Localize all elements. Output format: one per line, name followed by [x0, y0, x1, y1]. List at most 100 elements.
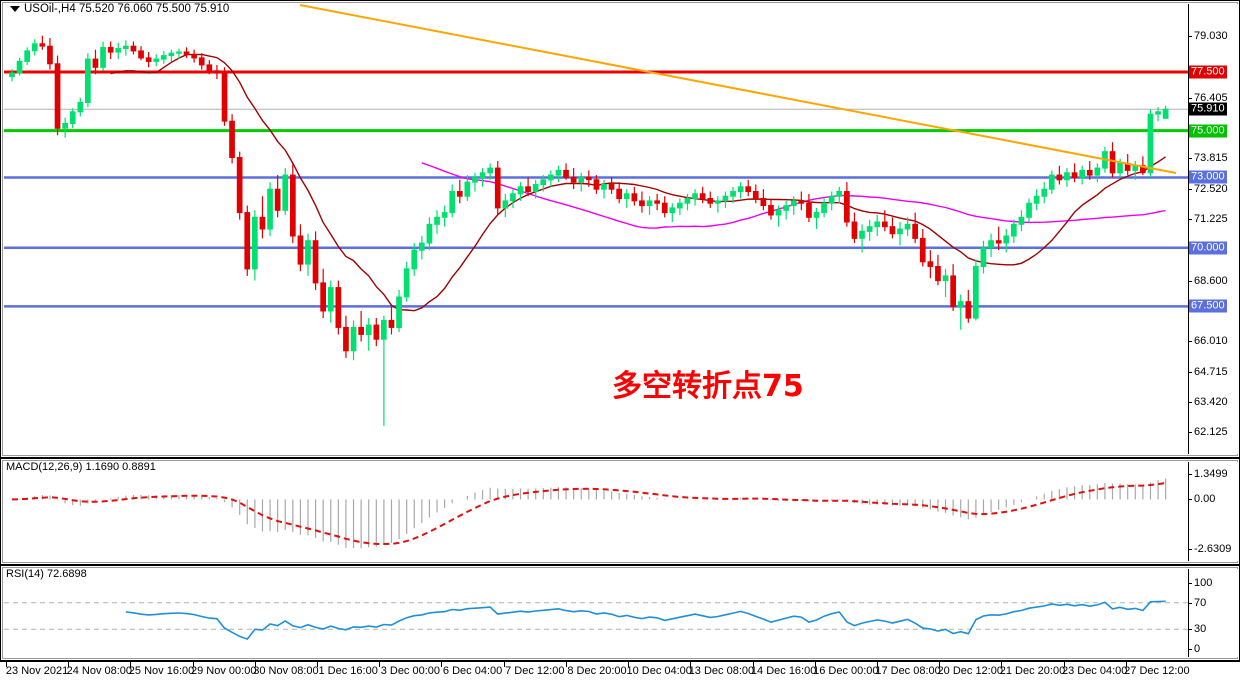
rsi-tick-label: 70 [1194, 596, 1207, 609]
macd-axis[interactable]: 1.3499 0.00 -2.6309 [1188, 462, 1238, 561]
candle-body [980, 247, 987, 268]
time-tick-separator [254, 662, 256, 667]
candle-body [783, 205, 789, 211]
candle-body [107, 46, 114, 53]
candle-body [935, 266, 941, 282]
rsi-tickmark [1188, 649, 1192, 650]
candle-body [677, 202, 683, 209]
time-axis-label: 17 Dec 08:00 [875, 665, 941, 677]
moving-average-line [110, 53, 1166, 312]
time-tick-separator [876, 662, 878, 667]
candle-body [130, 45, 137, 52]
time-tick-separator [1001, 662, 1003, 667]
candle-body [1086, 169, 1093, 176]
candle-body [115, 48, 122, 53]
candle-body [221, 72, 228, 122]
candle-body [563, 169, 569, 178]
candle-body [859, 230, 865, 239]
price-level-chip[interactable]: 75.000 [1189, 124, 1227, 138]
time-tick-separator [1063, 662, 1065, 667]
price-tickmark [1188, 401, 1192, 403]
price-chart-panel[interactable]: 多空转折点75 USOil-,H4 75.520 76.060 75.500 7… [0, 0, 1240, 458]
candle-body [517, 186, 524, 195]
candle-body [927, 261, 934, 267]
price-level-chip[interactable]: 67.500 [1189, 299, 1227, 313]
candle-body [297, 235, 304, 265]
candle-body [707, 198, 714, 204]
chart-title-text: USOil-,H4 75.520 76.060 75.500 75.910 [24, 3, 230, 15]
candle-body [1079, 169, 1086, 178]
candle-body [790, 200, 797, 207]
time-tick-separator [814, 662, 816, 667]
price-level-chip[interactable]: 77.500 [1189, 65, 1227, 79]
candle-body [9, 72, 15, 78]
macd-panel[interactable]: MACD(12,26,9) 1.1690 0.8891 1.3499 0.00 -2… [0, 458, 1240, 565]
macd-tick-label: 0.00 [1194, 493, 1216, 506]
candle-body [472, 176, 478, 183]
candle-body [1056, 174, 1063, 181]
candle-body [1033, 195, 1040, 204]
candle-body [586, 176, 592, 181]
rsi-tick-label: 100 [1194, 577, 1213, 589]
price-level-chip[interactable]: 75.910 [1189, 102, 1227, 116]
candle-body [813, 212, 820, 218]
candle-body [145, 57, 152, 62]
candle-body [646, 200, 653, 207]
rsi-label: RSI(14) 72.6898 [6, 568, 87, 580]
time-tick-separator [130, 662, 132, 667]
price-tickmark [1188, 158, 1192, 160]
price-axis-line [1188, 4, 1189, 454]
price-tick-label: 64.715 [1194, 365, 1228, 378]
candle-body [692, 193, 698, 200]
candle-body [396, 296, 402, 328]
candle-body [623, 193, 630, 200]
candle-body [684, 198, 691, 204]
triangle-down-icon[interactable] [10, 5, 20, 12]
price-tick-label: 62.125 [1194, 426, 1228, 439]
moving-average-line [421, 162, 1166, 229]
candle-body [912, 223, 918, 239]
price-level-chip[interactable]: 70.000 [1189, 241, 1227, 255]
rsi-panel[interactable]: RSI(14) 72.6898 100 70 30 0 [0, 565, 1240, 661]
candle-body [540, 179, 547, 186]
price-tickmark [1188, 371, 1192, 373]
rsi-tickmark [1188, 629, 1192, 631]
candle-body [191, 53, 198, 59]
time-axis[interactable]: 23 Nov 2021 24 Nov 08:00 25 Nov 16:00 29 No… [0, 661, 1240, 691]
candle-body [570, 176, 577, 183]
candle-body [358, 326, 364, 335]
price-tickmark [1188, 219, 1192, 221]
candle-body [343, 326, 349, 352]
time-axis-label: 3 Dec 00:00 [380, 665, 441, 677]
candle-body [1003, 235, 1010, 244]
time-tick-separator [192, 662, 194, 667]
rsi-line [125, 600, 1166, 641]
candle-body [153, 58, 160, 62]
candle-body [54, 63, 61, 129]
candle-body [282, 174, 289, 211]
candle-body [715, 200, 721, 204]
candle-body [851, 221, 858, 239]
rsi-axis[interactable]: 100 70 30 0 [1188, 569, 1238, 657]
chart-title: USOil-,H4 75.520 76.060 75.500 75.910 [10, 3, 229, 15]
time-tick-separator [565, 662, 567, 667]
candle-body [252, 216, 258, 270]
candle-body [532, 184, 539, 192]
candle-body [1064, 172, 1070, 181]
candle-body [821, 202, 827, 214]
price-tick-label: 71.225 [1194, 213, 1228, 226]
candle-body [669, 207, 676, 214]
price-axis[interactable]: 79.030 76.405 73.815 72.520 71.225 68.600 66.0… [1188, 4, 1238, 454]
time-axis-label: 13 Dec 08:00 [688, 665, 755, 677]
candle-body [995, 240, 1002, 244]
time-axis-label: 1 Dec 16:00 [318, 665, 378, 677]
candle-body [434, 216, 440, 225]
macd-label: MACD(12,26,9) 1.1690 0.8891 [6, 461, 156, 473]
candle-body [950, 275, 956, 307]
price-level-chip[interactable]: 73.000 [1189, 170, 1227, 184]
candle-body [737, 186, 744, 193]
candle-body [882, 221, 888, 228]
time-tick-separator [1125, 662, 1127, 667]
price-tickmark [1188, 36, 1192, 38]
